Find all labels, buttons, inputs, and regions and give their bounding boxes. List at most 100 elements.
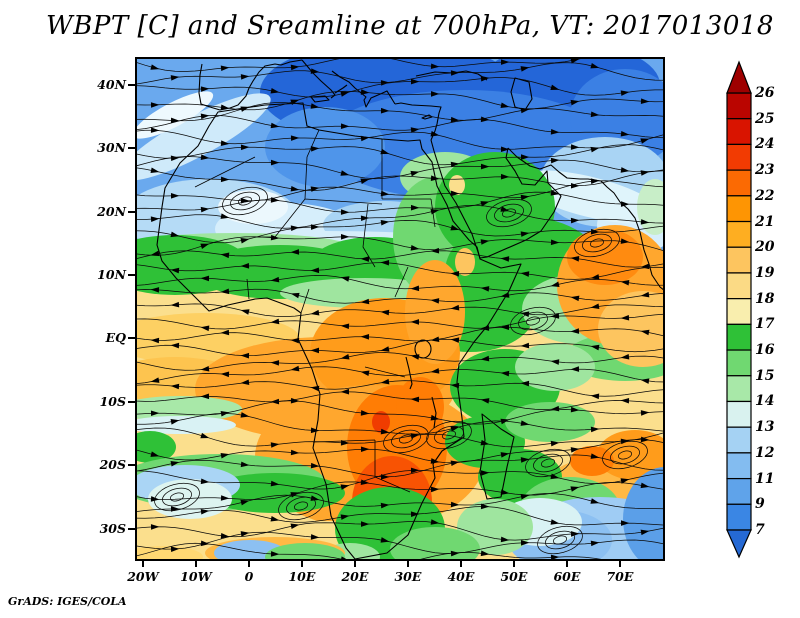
vortex-ring <box>434 425 464 445</box>
streamline-arrow <box>310 267 320 274</box>
streamline-arrow <box>410 245 420 251</box>
lat-tick-label: 10N <box>97 267 126 283</box>
streamline-arrow <box>380 428 390 435</box>
streamline-arrow <box>380 259 390 266</box>
streamline-arrow <box>150 451 160 457</box>
streamline <box>135 352 665 371</box>
vortex-ring <box>278 491 324 521</box>
streamline-arrow <box>640 436 650 443</box>
streamline-arrow <box>310 347 320 354</box>
iran-india-coastline <box>507 147 665 292</box>
lon-tick-label: 40E <box>447 569 475 584</box>
streamline <box>135 62 665 85</box>
streamline-arrow <box>500 146 510 153</box>
streamline-arrow <box>150 216 160 222</box>
streamline-arrow <box>520 342 530 349</box>
streamline-arrow <box>450 382 460 389</box>
streamline-arrow <box>550 84 560 91</box>
colorbar-segment <box>726 272 752 300</box>
lon-tick-label: 0 <box>244 569 254 584</box>
lat-tick <box>128 210 135 213</box>
streamline-arrow <box>500 59 510 65</box>
streamline-arrow <box>200 432 210 439</box>
streamline-arrow <box>590 303 600 310</box>
vortex-ring <box>525 316 541 326</box>
lon-tick <box>618 561 621 567</box>
colorbar-tick-label: 15 <box>755 367 775 384</box>
streamline-arrow <box>240 309 250 315</box>
streamline-arrow <box>410 170 420 177</box>
streamline-arrow <box>170 301 180 308</box>
vortex-ring <box>426 420 472 450</box>
colorbar-segment <box>726 195 752 223</box>
lon-tick <box>247 561 250 567</box>
streamline-arrow <box>290 523 300 530</box>
streamline-arrow <box>550 554 560 561</box>
streamline-arrow <box>480 439 490 446</box>
streamline-arrow <box>620 314 630 321</box>
streamline-arrow <box>570 366 580 372</box>
colorbar-tick-label: 13 <box>755 419 775 436</box>
streamline <box>135 77 665 98</box>
streamline-arrow <box>360 178 370 184</box>
streamline-arrow <box>340 209 350 215</box>
vortex-ring <box>545 530 575 550</box>
streamline-arrow <box>310 385 320 392</box>
streamline-arrow <box>500 292 510 298</box>
streamline-arrow <box>640 529 650 536</box>
streamline-arrow <box>480 239 490 245</box>
streamline-arrow <box>270 442 280 448</box>
streamline-arrow <box>520 154 530 160</box>
colorbar-tick-label: 11 <box>755 470 775 487</box>
streamline-arrow <box>480 163 490 170</box>
streamline-arrow <box>220 140 230 146</box>
lon-tick <box>194 561 197 567</box>
streamline <box>135 191 665 213</box>
streamline-arrow <box>450 304 460 311</box>
vortex-ring <box>237 196 253 206</box>
streamline-arrow <box>220 371 230 378</box>
streamline-arrow <box>290 397 300 404</box>
streamline-arrow <box>430 298 440 304</box>
vortex-ring <box>230 191 260 211</box>
colorbar-tick-label: 14 <box>755 393 775 410</box>
colorbar-tick-label: 19 <box>755 264 775 281</box>
streamline-arrow <box>220 452 230 459</box>
streamline-arrow <box>620 201 630 207</box>
streamline-arrow <box>170 75 180 81</box>
streamline <box>135 326 665 342</box>
streamline-arrow <box>170 419 180 425</box>
streamline-arrow <box>380 219 390 226</box>
streamline-arrow <box>170 193 180 199</box>
streamline-arrow <box>570 99 580 106</box>
lon-tick-label: 10E <box>288 569 316 584</box>
colorbar-segment <box>726 298 752 325</box>
streamline-arrow <box>380 80 390 86</box>
streamline <box>135 481 665 500</box>
colorbar-segment <box>726 118 752 146</box>
streamline-arrow <box>430 91 440 97</box>
streamline-arrow <box>170 546 180 552</box>
colorbar-tick-label: 23 <box>755 162 775 179</box>
streamline <box>135 144 665 166</box>
streamline-arrow <box>550 519 560 525</box>
lon-tick <box>565 561 568 567</box>
streamline <box>135 303 665 317</box>
streamline-arrow <box>500 256 510 262</box>
lon-tick <box>300 561 303 567</box>
lat-tick-label: 10S <box>99 393 126 409</box>
streamline-arrow <box>290 337 300 344</box>
vortex-ring <box>494 203 524 223</box>
streamline-arrow <box>430 63 440 70</box>
colorbar-segment <box>726 323 752 351</box>
vortex-ring <box>540 458 556 468</box>
colorbar-segment <box>726 477 752 505</box>
streamline-arrow <box>270 515 280 522</box>
streamline-arrow <box>170 267 180 274</box>
streamline-arrow <box>240 412 250 418</box>
colorbar-segment <box>726 169 752 197</box>
lat-tick <box>128 337 135 340</box>
streamline-arrow <box>590 111 600 118</box>
streamline-arrow <box>340 440 350 446</box>
streamline-arrow <box>270 360 280 366</box>
